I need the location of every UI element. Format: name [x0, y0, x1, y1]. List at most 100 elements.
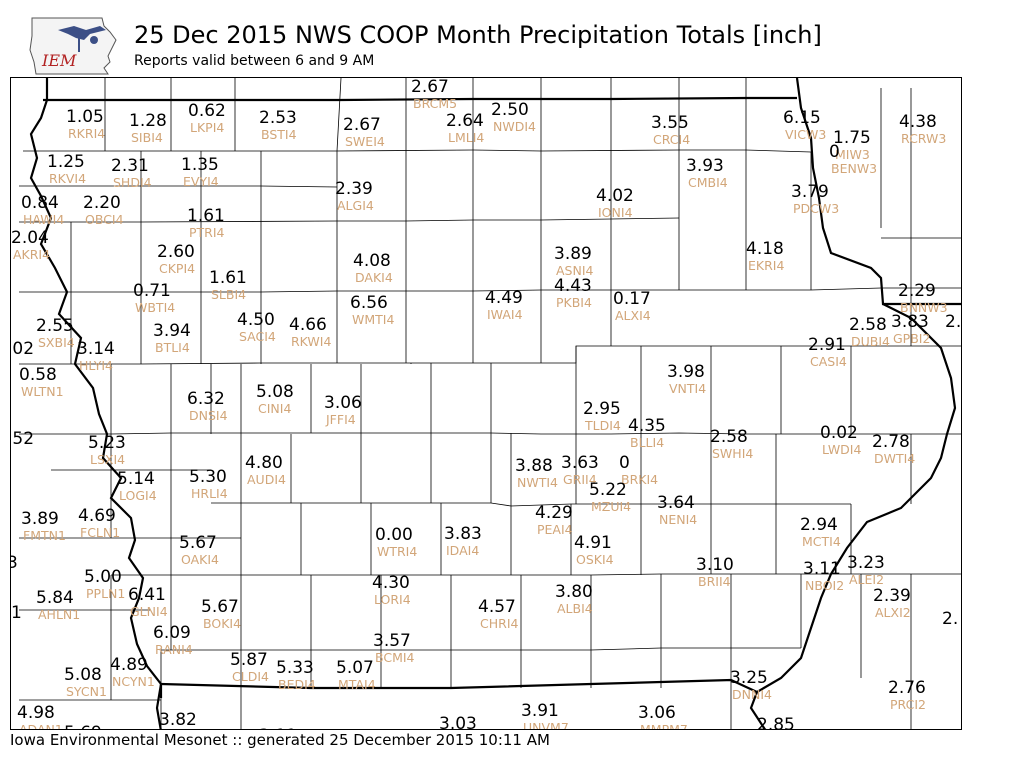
station-id: ALBI4 — [557, 601, 593, 616]
station-value: 2.91 — [808, 335, 846, 355]
station-id: RKRI4 — [68, 126, 105, 141]
station-id: BEDI4 — [278, 677, 316, 692]
station-value: 3 — [11, 553, 18, 573]
station-id: DAKI4 — [355, 270, 393, 285]
station-id: SHDI4 — [113, 175, 152, 190]
station-id: CMBI4 — [688, 175, 728, 190]
station-value: 4.29 — [535, 503, 573, 523]
station-value: 4.38 — [899, 112, 937, 132]
station-id: NWTI4 — [517, 475, 558, 490]
station-id: BSTI4 — [261, 127, 297, 142]
station-value: 3.79 — [791, 182, 829, 202]
station-id: LWDI4 — [822, 442, 861, 457]
station-id: MZUI4 — [591, 499, 631, 514]
station-value: 5.87 — [230, 650, 268, 670]
station-id: GRII4 — [563, 472, 597, 487]
station-id: BRCM5 — [413, 96, 457, 111]
station-value: 1.61 — [187, 206, 225, 226]
station-value: 2.76 — [888, 678, 926, 698]
station-value: 2.94 — [800, 515, 838, 535]
station-value: 4.43 — [554, 276, 592, 296]
station-value: 1.25 — [47, 152, 85, 172]
station-id: PKBI4 — [556, 295, 592, 310]
station-id: MTAI4 — [338, 677, 376, 692]
station-id: SWHI4 — [712, 446, 753, 461]
station-value: 5.30 — [189, 467, 227, 487]
station-value: 1 — [11, 603, 22, 623]
station-value: 3.64 — [657, 493, 695, 513]
station-value: 2.50 — [491, 100, 529, 120]
station-id: LSXI4 — [90, 452, 125, 467]
station-id: CINI4 — [258, 401, 291, 416]
station-value: 1.35 — [181, 155, 219, 175]
station-value: 2. — [945, 312, 961, 332]
station-id: ADAN1 — [19, 722, 63, 730]
station-id: BOKI4 — [203, 616, 241, 631]
station-id: SACI4 — [239, 329, 276, 344]
station-id: IWAI4 — [487, 307, 523, 322]
station-id: DNSI4 — [189, 408, 228, 423]
station-id: NCYN1 — [112, 674, 155, 689]
station-id: LKPI4 — [190, 120, 224, 135]
station-id: ALXI4 — [615, 308, 651, 323]
station-id: DWTI4 — [874, 451, 915, 466]
station-id: RKWI4 — [291, 334, 331, 349]
station-id: SWEI4 — [345, 134, 385, 149]
station-value: 5.08 — [64, 665, 102, 685]
station-value: 6.15 — [783, 108, 821, 128]
station-value: 4.02 — [596, 186, 634, 206]
station-value: 3.57 — [373, 631, 411, 651]
station-value: 1.75 — [833, 128, 871, 148]
station-value: 3.93 — [686, 156, 724, 176]
station-id: DNNI4 — [732, 687, 772, 702]
station-value: 2.55 — [36, 316, 74, 336]
station-id: BRII4 — [698, 574, 731, 589]
station-value: 0.84 — [21, 193, 59, 213]
station-id: GPBI2 — [893, 331, 930, 346]
station-value: 3.25 — [730, 668, 768, 688]
station-value: 4.91 — [574, 533, 612, 553]
station-id: BCMI4 — [375, 650, 415, 665]
station-value: 3.63 — [561, 453, 599, 473]
station-value: 0 — [829, 142, 840, 162]
station-value: 4.69 — [78, 506, 116, 526]
station-id: VICW3 — [785, 127, 826, 142]
station-id: DUBI4 — [851, 334, 890, 349]
station-id: BTLI4 — [155, 340, 190, 355]
station-value: 4.30 — [372, 573, 410, 593]
station-value: 2.58 — [710, 427, 748, 447]
station-id: IONI4 — [598, 205, 633, 220]
station-id: RANI4 — [155, 642, 193, 657]
station-id: PPLN1 — [86, 586, 125, 601]
station-id: OBCI4 — [85, 212, 124, 227]
station-id: CHRI4 — [480, 616, 518, 631]
station-value: 3.88 — [515, 456, 553, 476]
station-value: 3.03 — [439, 714, 477, 730]
station-value: 2.60 — [157, 242, 195, 262]
station-value: 1.05 — [66, 107, 104, 127]
station-id: BLLI4 — [630, 435, 664, 450]
station-id: GLNI4 — [130, 604, 168, 619]
station-value: 5.00 — [84, 567, 122, 587]
station-value: 2.04 — [11, 228, 49, 248]
station-value: 5.07 — [336, 658, 374, 678]
station-value: 3.83 — [444, 524, 482, 544]
station-value: 4.50 — [237, 310, 275, 330]
station-value: 3.55 — [651, 113, 689, 133]
station-value: 1.28 — [129, 111, 167, 131]
station-id: SLBI4 — [211, 287, 246, 302]
station-value: 4.89 — [110, 655, 148, 675]
station-value: 4.80 — [245, 453, 283, 473]
station-id: AUDI4 — [247, 472, 286, 487]
station-id: ALGI4 — [337, 198, 374, 213]
station-id: OAKI4 — [181, 552, 219, 567]
station-value: 4.57 — [478, 597, 516, 617]
station-id: CRCI4 — [653, 132, 690, 147]
station-value: 1.61 — [209, 268, 247, 288]
station-value: 2.39 — [335, 179, 373, 199]
station-value: 3.91 — [521, 701, 559, 721]
station-id: SYCN1 — [66, 684, 107, 699]
station-id: AKRI4 — [13, 247, 50, 262]
station-id: HLYI4 — [79, 358, 113, 373]
